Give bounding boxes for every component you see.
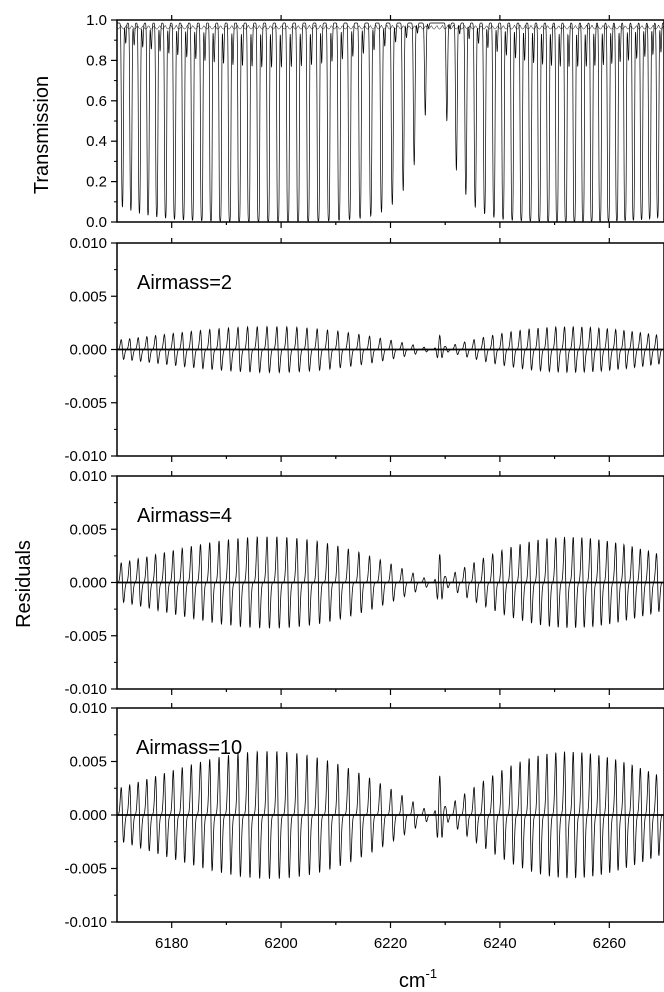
y-tick-label: 0.2 <box>86 174 107 191</box>
y-tick-label: -0.005 <box>64 861 107 878</box>
y-tick-label: 0.4 <box>86 133 107 150</box>
residual-series <box>116 750 664 879</box>
x-tick-label: 6240 <box>483 935 516 952</box>
residual-series <box>116 325 664 374</box>
transmission-series <box>117 22 664 222</box>
panel-label: Airmass=4 <box>137 505 232 527</box>
x-tick-label: 6220 <box>374 935 407 952</box>
y-tick-label: 0.005 <box>69 521 107 538</box>
y-tick-label: 0.8 <box>86 52 107 69</box>
y-axis-title-transmission: Transmission <box>31 76 53 194</box>
panel-0: 0.0 0.2 0.4 0.6 0.8 1.0 <box>86 12 664 231</box>
x-axis-title-main: cm <box>399 970 426 992</box>
y-tick-label: 1.0 <box>86 12 107 29</box>
y-tick-label: 0.0 <box>86 214 107 231</box>
x-axis-title: cm-1 <box>399 966 437 992</box>
panel-2: -0.010 -0.005 0.000 0.005 0.010 Airmass=4 <box>64 468 664 698</box>
x-tick-label: 6200 <box>264 935 297 952</box>
y-tick-label: 0.000 <box>69 807 107 824</box>
panel-label: Airmass=10 <box>136 737 242 759</box>
panel-1: -0.010 -0.005 0.000 0.005 0.010 Airmass=2 <box>64 235 664 465</box>
panel-3: -0.010 -0.005 0.000 0.005 0.010 6180 6200 6220 6… <box>64 700 664 952</box>
y-tick-label: -0.010 <box>64 914 107 931</box>
y-tick-label: 0.010 <box>69 235 107 252</box>
y-tick-label: -0.010 <box>64 681 107 698</box>
panels: 0.0 0.2 0.4 0.6 0.8 1.0 -0.010 -0.005 0.000 0.005… <box>64 12 664 952</box>
y-tick-label: 0.6 <box>86 93 107 110</box>
y-tick-label: 0.000 <box>69 342 107 359</box>
y-tick-label: -0.010 <box>64 448 107 465</box>
x-axis-title-superscript: -1 <box>426 966 438 981</box>
y-tick-label: -0.005 <box>64 395 107 412</box>
transmission-envelope <box>116 24 664 30</box>
y-tick-label: 0.005 <box>69 754 107 771</box>
x-tick-label: 6260 <box>593 935 626 952</box>
y-axis-title-residuals: Residuals <box>13 540 35 628</box>
y-tick-label: 0.000 <box>69 575 107 592</box>
y-tick-label: 0.005 <box>69 288 107 305</box>
y-tick-label: 0.010 <box>69 700 107 717</box>
y-tick-label: 0.010 <box>69 468 107 485</box>
residual-series <box>117 535 664 629</box>
y-tick-label: -0.005 <box>64 628 107 645</box>
x-tick-label: 6180 <box>155 935 188 952</box>
panel-label: Airmass=2 <box>137 272 232 294</box>
